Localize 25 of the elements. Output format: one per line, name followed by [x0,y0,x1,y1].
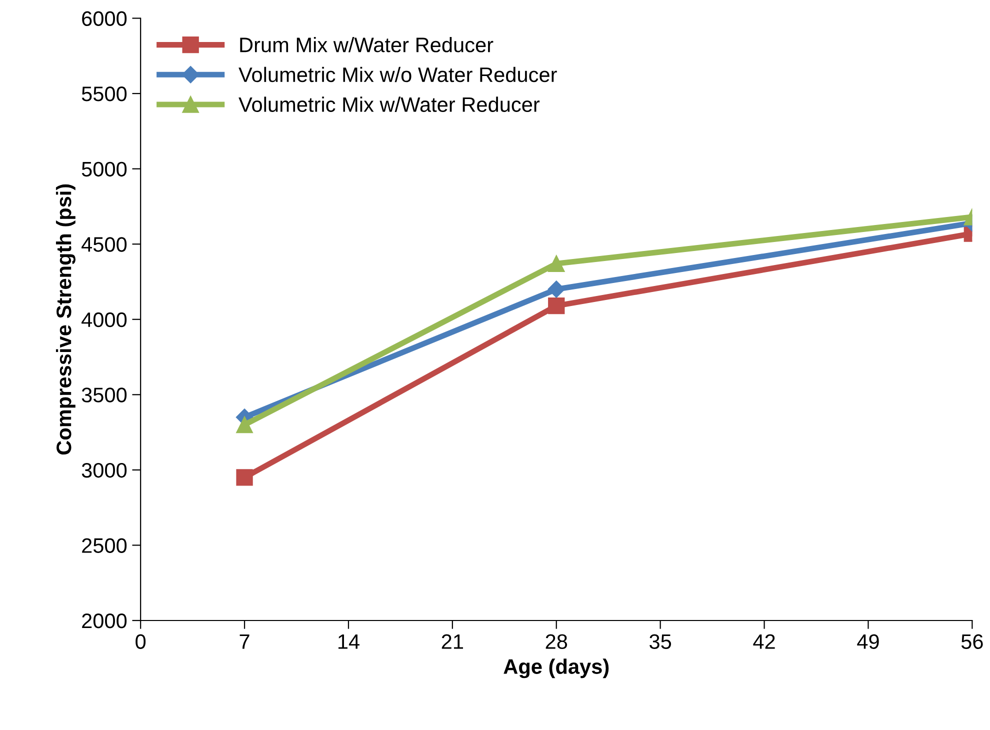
y-axis-title: Compressive Strength (psi) [56,184,76,455]
x-tick-label: 7 [240,634,250,649]
point [236,416,253,434]
legend-label: Volumetric Mix w/Water Reducer [238,96,540,112]
x-axis-title: Age (days) [504,658,609,678]
y-tick-label: 4500 [82,237,127,252]
y-tick-label: 5500 [82,86,127,102]
y-tick-label: 2500 [82,538,127,553]
x-tick-label: 28 [546,634,568,649]
x-tick-label: 49 [857,634,879,649]
y-tick-label: 3500 [82,388,127,402]
x-tick-label: 56 [961,634,983,649]
y-tick-label: 4000 [82,312,127,328]
x-tick-label: 0 [136,634,146,649]
x-tick-label: 35 [650,634,672,649]
y-tick-label: 3000 [82,462,127,478]
y-tick-label: 5000 [82,162,127,177]
x-tick-label: 42 [753,634,775,649]
legend-label: Drum Mix w/Water Reducer [240,37,494,52]
point [236,469,253,486]
x-tick-label: 21 [442,634,463,649]
x-tick-label: 14 [338,634,360,649]
y-tick-label: 6000 [82,11,127,26]
legend-label: Volumetric Mix w/o Water Reducer [238,66,557,82]
y-tick-label: 2000 [82,614,127,628]
